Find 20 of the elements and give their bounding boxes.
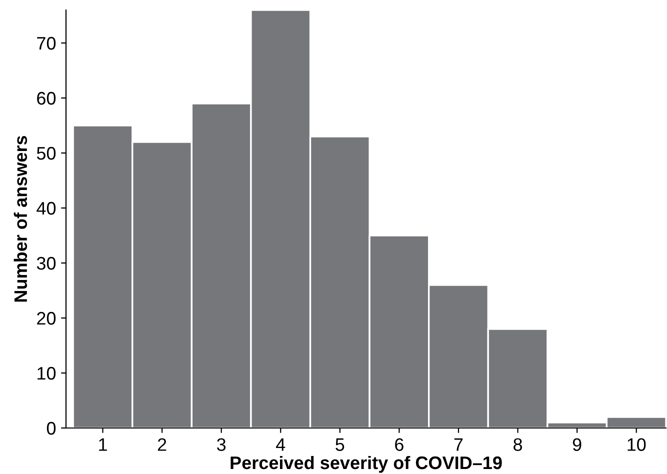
x-tick-label: 7	[454, 438, 463, 451]
y-tick-label: 50	[36, 146, 56, 160]
y-tick-label: 40	[36, 202, 56, 215]
x-tick-label: 3	[217, 438, 226, 451]
x-tick-label: 2	[158, 438, 166, 451]
x-tick-label: 10	[628, 438, 646, 451]
y-tick-label: 20	[37, 312, 56, 325]
y-tick-label: 30	[36, 256, 56, 270]
x-tick-label: 9	[572, 438, 582, 451]
x-tick-label: 6	[395, 438, 404, 451]
y-tick-label: 60	[37, 92, 56, 105]
x-axis-title: Perceived severity of COVID–19	[230, 456, 502, 473]
x-tick-label: 1	[99, 438, 107, 451]
x-tick-label: 5	[336, 438, 344, 451]
y-tick-label: 0	[46, 422, 56, 435]
y-axis-title: Number of answers	[14, 136, 28, 302]
y-tick-label: 10	[38, 366, 56, 380]
x-tick-label: 8	[514, 438, 522, 451]
x-tick-label: 4	[276, 438, 286, 451]
y-tick-label: 70	[37, 36, 56, 50]
